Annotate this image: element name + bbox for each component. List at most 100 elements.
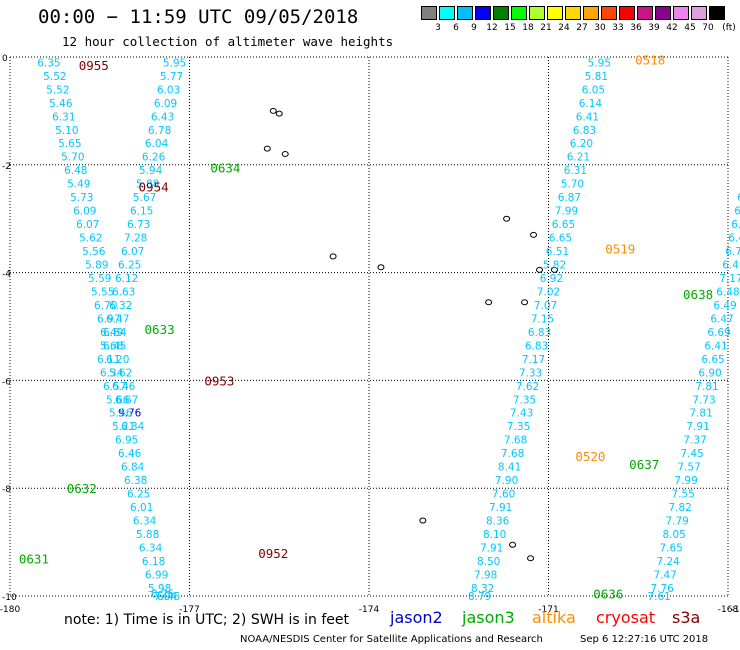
wave-height-value: 6.26 bbox=[142, 152, 166, 164]
wave-height-value: 7.98 bbox=[474, 569, 497, 581]
legend-swatch bbox=[709, 6, 725, 20]
legend-label: 15 bbox=[504, 23, 516, 33]
wave-height-value: 6.07 bbox=[76, 219, 99, 231]
wave-height-value: 7.47 bbox=[653, 569, 676, 581]
legend-label: 33 bbox=[612, 23, 624, 33]
wave-height-value: 6.11 bbox=[97, 354, 120, 366]
page-title: 00:00 − 11:59 UTC 09/05/2018 bbox=[38, 6, 359, 28]
wave-height-value: 6.04 bbox=[145, 138, 169, 150]
pass-time-label: 0634 bbox=[210, 160, 240, 175]
wave-height-value: 6.41 bbox=[576, 111, 599, 123]
wave-height-value: 7.99 bbox=[674, 475, 697, 487]
wave-height-value: 5.95 bbox=[163, 57, 186, 69]
legend-swatch bbox=[637, 6, 653, 20]
wave-height-value: 5.70 bbox=[561, 179, 584, 191]
wave-height-value: 5.62 bbox=[79, 233, 102, 245]
wave-height-value: 6.09 bbox=[73, 206, 96, 218]
wave-height-value: 6.65 bbox=[549, 233, 572, 245]
x-tick-label: -16 bbox=[731, 605, 740, 615]
wave-height-value: 6.34 bbox=[133, 516, 157, 528]
page-subtitle: 12 hour collection of altimeter wave hei… bbox=[62, 34, 394, 49]
wave-height-value: 6.20 bbox=[570, 138, 593, 150]
wave-height-value: 7.91 bbox=[489, 502, 512, 514]
legend-label: 3 bbox=[435, 23, 441, 33]
wave-height-points: 6.355.525.525.466.315.105.655.706.485.49… bbox=[37, 57, 740, 603]
satellite-name: s3a bbox=[672, 608, 701, 627]
wave-height-value: 6.63 bbox=[112, 286, 135, 298]
wave-height-value: 7.60 bbox=[492, 489, 515, 501]
pass-time-label: 0519 bbox=[605, 241, 635, 256]
wave-height-value: 5.68 bbox=[100, 340, 123, 352]
pass-time-label: 0953 bbox=[204, 373, 234, 388]
wave-height-value: 7.55 bbox=[671, 489, 694, 501]
island-outline bbox=[275, 110, 283, 117]
pass-time-label: 0633 bbox=[145, 322, 175, 337]
bottom-note: note: 1) Time is in UTC; 2) SWH is in fe… bbox=[64, 612, 350, 628]
pass-time-label: 0636 bbox=[593, 586, 623, 601]
wave-height-value: 6.31 bbox=[52, 111, 75, 123]
wave-height-value: 6.65 bbox=[701, 354, 724, 366]
wave-height-value: 5.95 bbox=[588, 57, 611, 69]
y-tick-label: -8 bbox=[2, 485, 11, 495]
wave-height-value: 8.36 bbox=[486, 516, 510, 528]
wave-height-value: 6.05 bbox=[582, 84, 605, 96]
wave-height-value: 5.88 bbox=[136, 179, 159, 191]
wave-height-value: 7.73 bbox=[692, 394, 715, 406]
wave-height-value: 6.46 bbox=[112, 381, 136, 393]
legend-swatch bbox=[673, 6, 689, 20]
wave-height-value: 6.87 bbox=[558, 192, 581, 204]
y-tick-label: 0 bbox=[2, 54, 8, 64]
legend-swatch bbox=[565, 6, 581, 20]
pass-time-label: 0631 bbox=[19, 551, 49, 566]
wave-height-value: 6.15 bbox=[130, 206, 153, 218]
legend-swatch bbox=[583, 6, 599, 20]
wave-height-value: 6.83 bbox=[528, 327, 551, 339]
wave-height-value: 5.94 bbox=[139, 165, 163, 177]
wave-height-value: 6.12 bbox=[115, 273, 138, 285]
legend-swatch bbox=[457, 6, 473, 20]
legend-label: 36 bbox=[630, 23, 642, 33]
wave-height-value: 6.84 bbox=[121, 462, 145, 474]
pass-time-label: 0637 bbox=[629, 457, 659, 472]
wave-height-value: 6.21 bbox=[567, 152, 590, 164]
wave-height-value: 6.38 bbox=[124, 475, 147, 487]
legend-swatch bbox=[547, 6, 563, 20]
x-tick-label: -168 bbox=[718, 605, 739, 615]
wave-height-value: 5.62 bbox=[109, 367, 132, 379]
wave-height-value: 7.68 bbox=[501, 448, 524, 460]
y-tick-label: -4 bbox=[2, 270, 11, 280]
wave-height-value: 6.70 bbox=[94, 300, 117, 312]
wave-height-value: 6.41 bbox=[704, 340, 727, 352]
wave-height-value: 6.95 bbox=[737, 192, 740, 204]
island-outline bbox=[550, 266, 558, 273]
satellite-name: jason2 bbox=[390, 608, 443, 627]
wave-height-value: 5.81 bbox=[585, 71, 608, 83]
wave-height-value: 5.49 bbox=[67, 179, 90, 191]
legend-label: 27 bbox=[576, 23, 588, 33]
wave-height-value: 5.56 bbox=[82, 246, 106, 258]
y-tick-label: -2 bbox=[2, 162, 11, 172]
legend-label: 70 bbox=[702, 23, 714, 33]
wave-height-value: 5.52 bbox=[43, 71, 66, 83]
wave-height-value: 6.32 bbox=[109, 300, 132, 312]
wave-height-value: 7.91 bbox=[686, 421, 709, 433]
legend-swatch bbox=[475, 6, 491, 20]
legend-swatch bbox=[655, 6, 671, 20]
wave-height-value: 5.46 bbox=[49, 98, 73, 110]
island-outlines bbox=[263, 107, 558, 562]
wave-height-value: 7.15 bbox=[531, 313, 554, 325]
pass-time-label: 0955 bbox=[79, 58, 109, 73]
wave-height-value: 5.88 bbox=[136, 529, 159, 541]
wave-height-value: 6.01 bbox=[130, 502, 153, 514]
wave-height-value: 6.73 bbox=[127, 219, 150, 231]
x-tick-label: -171 bbox=[538, 605, 558, 615]
wave-height-value: 7.45 bbox=[680, 448, 703, 460]
island-outline bbox=[536, 266, 544, 273]
legend-label: 45 bbox=[684, 23, 696, 33]
wave-height-value: 6.03 bbox=[157, 84, 180, 96]
pass-time-label: 0518 bbox=[635, 53, 665, 68]
wave-height-value: 8.05 bbox=[662, 529, 685, 541]
wave-height-value: 6.48 bbox=[64, 165, 87, 177]
island-outline bbox=[485, 299, 493, 306]
